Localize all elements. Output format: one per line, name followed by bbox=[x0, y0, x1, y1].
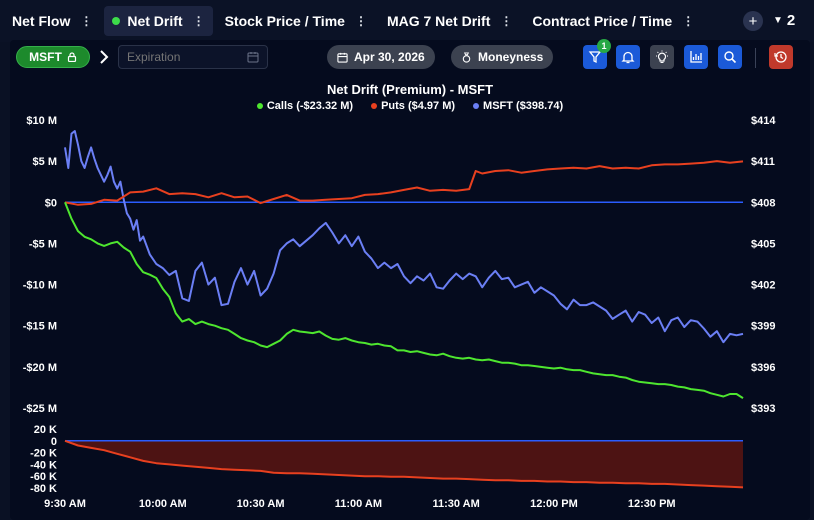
expiration-input[interactable] bbox=[127, 50, 237, 64]
tab-label: Stock Price / Time bbox=[224, 13, 345, 29]
y-lower-tick-label: 0 bbox=[51, 436, 57, 448]
calendar-icon[interactable] bbox=[247, 51, 259, 63]
legend-swatch bbox=[371, 103, 378, 109]
lightbulb-icon bbox=[656, 50, 668, 63]
y-left-tick-label: $0 bbox=[45, 197, 57, 209]
lower-area-fill bbox=[65, 440, 743, 488]
more-tabs-count: 2 bbox=[786, 12, 796, 29]
filter-button[interactable]: 1 bbox=[583, 39, 611, 69]
tab-label: Contract Price / Time bbox=[532, 13, 673, 29]
ticker-label: MSFT bbox=[29, 50, 62, 64]
tab-net-flow[interactable]: Net Flow ⋮ bbox=[4, 6, 100, 36]
y-right-tick-label: $399 bbox=[751, 321, 775, 333]
tab-label: MAG 7 Net Drift bbox=[386, 13, 491, 29]
x-tick-label: 10:00 AM bbox=[139, 498, 187, 510]
y-right-tick-label: $411 bbox=[751, 156, 775, 168]
legend-label: MSFT ($398.74) bbox=[483, 100, 564, 112]
ticker-selector[interactable]: MSFT bbox=[16, 46, 90, 68]
chart-icon bbox=[690, 51, 702, 63]
add-tab-button[interactable]: + bbox=[743, 11, 763, 31]
tab-menu-icon[interactable]: ⋮ bbox=[354, 14, 367, 28]
toolbar: MSFT Apr 30, 2026 Moneyness 1 bbox=[10, 39, 810, 76]
lock-icon bbox=[67, 52, 76, 62]
y-left-tick-label: -$15 M bbox=[23, 321, 57, 333]
x-tick-label: 11:00 AM bbox=[335, 498, 382, 510]
moneyness-button[interactable]: Moneyness bbox=[451, 45, 554, 69]
y-left-tick-label: -$5 M bbox=[29, 238, 57, 250]
x-tick-label: 12:00 PM bbox=[530, 498, 578, 510]
x-tick-label: 11:30 AM bbox=[433, 498, 480, 510]
y-lower-tick-label: -60 K bbox=[30, 471, 57, 483]
date-label: Apr 30, 2026 bbox=[354, 50, 425, 64]
legend-label: Puts ($4.97 M) bbox=[381, 100, 456, 112]
more-tabs-button[interactable]: ▼ 2 bbox=[773, 12, 795, 29]
calendar-icon bbox=[337, 52, 348, 63]
puts-line bbox=[64, 160, 744, 206]
y-lower-tick-label: -20 K bbox=[30, 448, 57, 460]
toolbar-divider bbox=[755, 48, 756, 68]
legend-item-msft[interactable]: MSFT ($398.74) bbox=[473, 100, 563, 112]
money-bag-icon bbox=[462, 51, 471, 63]
filter-badge: 1 bbox=[597, 39, 611, 53]
legend-swatch bbox=[473, 103, 480, 109]
tab-mag7-net-drift[interactable]: MAG 7 Net Drift ⋮ bbox=[379, 6, 520, 36]
legend-item-puts[interactable]: Puts ($4.97 M) bbox=[371, 100, 455, 112]
alerts-button[interactable] bbox=[616, 45, 640, 69]
chart-legend: Calls (-$23.32 M) Puts ($4.97 M) MSFT ($… bbox=[10, 100, 810, 112]
tab-bar: Net Flow ⋮ Net Drift ⋮ Stock Price / Tim… bbox=[0, 0, 814, 42]
tab-label: Net Drift bbox=[127, 13, 183, 29]
history-button[interactable] bbox=[769, 45, 793, 69]
insights-button[interactable] bbox=[650, 45, 674, 69]
legend-item-calls[interactable]: Calls (-$23.32 M) bbox=[256, 100, 354, 112]
y-right-tick-label: $396 bbox=[751, 362, 775, 374]
tab-menu-icon[interactable]: ⋮ bbox=[500, 14, 513, 28]
chevron-right-icon[interactable] bbox=[98, 48, 110, 66]
bell-icon bbox=[621, 51, 635, 64]
tab-stock-price-time[interactable]: Stock Price / Time ⋮ bbox=[217, 6, 375, 36]
x-tick-label: 10:30 AM bbox=[237, 498, 285, 510]
msft-price-line bbox=[64, 130, 744, 344]
history-icon bbox=[774, 51, 787, 63]
y-left-tick-label: -$10 M bbox=[23, 280, 57, 292]
search-button[interactable] bbox=[718, 45, 742, 69]
x-tick-label: 9:30 AM bbox=[44, 498, 86, 510]
y-left-tick-label: $10 M bbox=[26, 115, 57, 127]
chart-panel: MSFT Apr 30, 2026 Moneyness 1 bbox=[10, 39, 810, 520]
chart-title: Net Drift (Premium) - MSFT bbox=[326, 82, 494, 97]
x-tick-label: 12:30 PM bbox=[628, 498, 676, 510]
caret-down-icon: ▼ bbox=[773, 15, 783, 26]
tab-net-drift[interactable]: Net Drift ⋮ bbox=[104, 6, 213, 36]
expiration-field[interactable] bbox=[118, 45, 268, 69]
lower-drift-line bbox=[64, 439, 744, 489]
y-right-tick-label: $393 bbox=[751, 403, 775, 415]
tab-menu-icon[interactable]: ⋮ bbox=[80, 14, 93, 28]
legend-swatch bbox=[256, 103, 263, 109]
y-lower-tick-label: -80 K bbox=[30, 483, 57, 495]
tab-contract-price-time[interactable]: Contract Price / Time ⋮ bbox=[524, 6, 702, 36]
moneyness-label: Moneyness bbox=[478, 50, 544, 64]
net-drift-chart[interactable]: $10 M $5 M $0 -$5 M -$10 M -$15 M -$20 M -$25 M… bbox=[10, 40, 810, 520]
y-left-tick-label: -$25 M bbox=[23, 403, 57, 415]
date-picker-button[interactable]: Apr 30, 2026 bbox=[327, 45, 435, 69]
legend-label: Calls (-$23.32 M) bbox=[266, 100, 354, 112]
calls-line bbox=[64, 201, 744, 399]
y-right-tick-label: $414 bbox=[751, 115, 776, 127]
y-left-tick-label: $5 M bbox=[33, 156, 57, 168]
y-lower-tick-label: 20 K bbox=[34, 424, 57, 436]
y-right-tick-label: $408 bbox=[751, 197, 775, 209]
y-left-tick-label: -$20 M bbox=[23, 362, 57, 374]
y-right-tick-label: $405 bbox=[751, 238, 775, 250]
tab-menu-icon[interactable]: ⋮ bbox=[682, 14, 695, 28]
search-icon bbox=[724, 51, 737, 64]
y-right-tick-label: $402 bbox=[751, 280, 775, 292]
y-lower-tick-label: -40 K bbox=[30, 459, 57, 471]
active-dot-icon bbox=[112, 17, 121, 25]
tab-label: Net Flow bbox=[12, 13, 71, 29]
tab-menu-icon[interactable]: ⋮ bbox=[192, 14, 205, 28]
chart-settings-button[interactable] bbox=[684, 45, 708, 69]
